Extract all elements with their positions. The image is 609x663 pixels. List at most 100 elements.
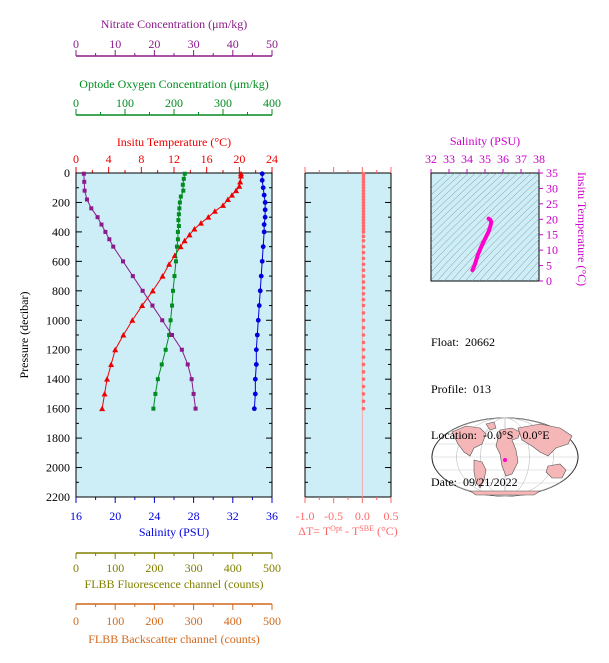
delta-t-point xyxy=(361,238,366,243)
temperature-axis: 0 4 8 12 16 20 24 Insitu Temperature (°C) xyxy=(73,135,278,173)
backscatter-axis-label: FLBB Backscatter channel (counts) xyxy=(88,632,260,646)
delta-t-point xyxy=(361,268,366,273)
temperature-point xyxy=(129,317,136,323)
delta-t-point xyxy=(361,370,366,374)
salinity-point xyxy=(262,214,268,220)
temperature-tick-label: 8 xyxy=(138,152,144,166)
oxygen-point xyxy=(168,318,173,323)
delta-t-point xyxy=(361,250,366,255)
density-isoline xyxy=(471,211,539,281)
delta-t-point xyxy=(361,318,366,323)
salinity-tick-label: 36 xyxy=(266,509,278,523)
ts-salinity-tick-label: 35 xyxy=(479,152,491,166)
delta-t-point xyxy=(361,256,366,261)
delta-t-panel-background xyxy=(304,172,392,498)
salinity-point xyxy=(253,347,259,353)
nitrate-tick-label: 20 xyxy=(148,37,160,51)
nitrate-point xyxy=(140,288,145,293)
delta-t-point xyxy=(361,347,366,352)
salinity-point xyxy=(252,391,258,397)
salinity-point xyxy=(260,185,266,191)
delta-t-label-part-3: - T xyxy=(342,524,360,538)
delta-t-point xyxy=(361,392,366,396)
density-isoline xyxy=(506,246,539,281)
delta-t-point xyxy=(361,362,366,367)
nitrate-point xyxy=(81,171,86,176)
delta-t-point xyxy=(361,224,366,228)
oxygen-point xyxy=(177,200,182,205)
float-info-block: Float: 20662 Profile: 013 Location: -0.0… xyxy=(431,304,550,506)
salinity-tick-label: 20 xyxy=(109,509,121,523)
density-isoline xyxy=(534,276,539,281)
delta-t-point xyxy=(361,406,366,411)
land-south-america xyxy=(473,459,487,489)
pressure-tick-label: 1200 xyxy=(46,343,70,357)
fluorescence-axis: 0 100 200 300 400 500 FLBB Fluorescence channe… xyxy=(73,552,281,591)
ts-curve xyxy=(470,216,494,273)
pressure-axis: 0 200 400 600 800 1000 1200 1400 1600 1800 2000 220… xyxy=(46,166,272,504)
oxygen-point xyxy=(180,182,185,187)
density-isoline xyxy=(431,173,539,281)
density-isoline xyxy=(499,239,539,281)
temperature-point xyxy=(237,172,244,179)
oxygen-point xyxy=(155,377,160,382)
salinity-point xyxy=(261,222,267,227)
temperature-tick-label: 24 xyxy=(266,152,278,166)
temperature-point xyxy=(224,196,231,203)
pressure-tick-label: 2000 xyxy=(46,461,70,475)
temperature-point xyxy=(237,178,244,185)
salinity-tick-label: 28 xyxy=(188,509,200,523)
nitrate-point xyxy=(170,333,175,337)
main-profile-panel: 0 200 400 600 800 1000 1200 1400 1600 1800 2000 220… xyxy=(17,166,273,504)
nitrate-point xyxy=(89,206,94,211)
density-isoline xyxy=(431,173,498,236)
pressure-tick-label: 600 xyxy=(52,254,70,268)
oxygen-point xyxy=(153,391,158,396)
map-land xyxy=(451,421,573,496)
salinity-point xyxy=(251,406,257,412)
delta-t-point xyxy=(361,291,366,296)
salinity-point xyxy=(256,303,262,308)
pressure-axis-label: Pressure (decibar) xyxy=(17,292,31,379)
temperature-point xyxy=(139,302,146,309)
delta-t-point xyxy=(361,215,366,219)
delta-t-point xyxy=(361,297,366,302)
nitrate-point xyxy=(82,188,87,193)
delta-t-point xyxy=(361,377,366,381)
salinity-point xyxy=(258,273,264,279)
fluorescence-axis-label: FLBB Fluorescence channel (counts) xyxy=(85,577,264,591)
delta-t-label-part-4: SBE xyxy=(359,524,374,533)
temperature-point xyxy=(191,225,198,232)
oxygen-tick-label: 200 xyxy=(165,96,183,110)
oxygen-tick-label: 0 xyxy=(73,96,79,110)
fluorescence-tick-label: 0 xyxy=(73,561,79,575)
density-isoline xyxy=(464,204,539,281)
nitrate-point xyxy=(84,197,89,202)
delta-t-point xyxy=(361,221,366,225)
profile-label: Profile: xyxy=(431,381,467,396)
pressure-tick-label: 2200 xyxy=(46,490,70,504)
fluorescence-tick-label: 200 xyxy=(145,561,163,575)
ts-temperature-tick-label: 0 xyxy=(546,274,552,288)
backscatter-tick-label: 400 xyxy=(224,614,242,628)
temperature-point xyxy=(205,214,212,220)
delta-t-point xyxy=(361,340,366,345)
density-isoline xyxy=(520,260,539,281)
temperature-point xyxy=(99,405,106,412)
ts-panel-background xyxy=(430,172,540,282)
temperature-point xyxy=(166,261,173,267)
delta-t-tick-label: 0.5 xyxy=(384,509,399,523)
salinity-axis: 16 20 24 28 32 36 Salinity (PSU) xyxy=(70,497,278,539)
delta-t-point xyxy=(361,384,366,389)
fluorescence-tick-label: 400 xyxy=(224,561,242,575)
nitrate-point xyxy=(185,362,190,367)
nitrate-point xyxy=(107,237,112,242)
delta-t-point xyxy=(361,206,366,211)
oxygen-point xyxy=(175,229,180,234)
salinity-point xyxy=(252,376,258,382)
oxygen-point xyxy=(176,212,181,217)
temperature-point xyxy=(108,361,115,367)
oxygen-tick-label: 300 xyxy=(214,96,232,110)
oxygen-point xyxy=(170,303,175,308)
ts-salinity-tick-label: 34 xyxy=(461,152,473,166)
